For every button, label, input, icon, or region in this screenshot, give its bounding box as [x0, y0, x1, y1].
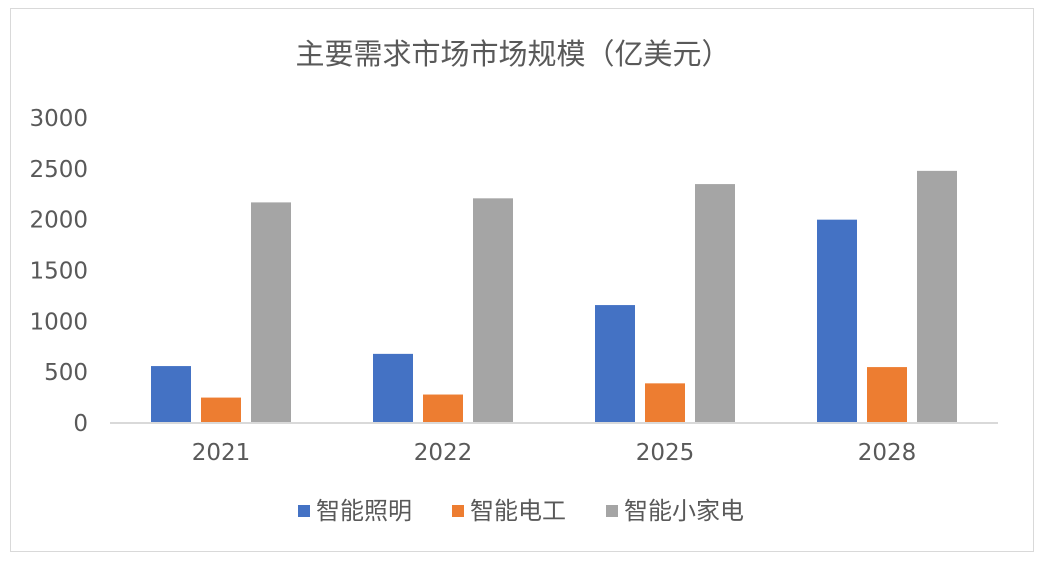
y-tick-label: 500: [44, 360, 88, 386]
legend: 智能照明 智能电工 智能小家电: [298, 497, 744, 525]
bar-2028-series-2: [917, 170, 957, 423]
y-tick-label: 1500: [29, 259, 88, 285]
bar-2022-series-0: [373, 353, 413, 423]
bar-2025-series-2: [695, 184, 735, 423]
legend-swatch: [298, 505, 310, 517]
bar-2021-series-0: [151, 366, 191, 423]
y-tick-label: 1000: [29, 309, 88, 335]
chart-frame: [10, 8, 1034, 552]
y-tick-label: 2500: [29, 157, 88, 183]
bar-2025-series-1: [645, 383, 685, 423]
bar-2028-series-0: [817, 219, 857, 423]
x-tick-label: 2022: [414, 440, 473, 466]
x-tick-label: 2021: [192, 440, 251, 466]
legend-label: 智能小家电: [624, 497, 744, 525]
bar-2022-series-1: [423, 394, 463, 423]
y-axis-ticks: 0 500 1000 1500 2000 2500 3000: [29, 106, 88, 437]
bar-2021-series-1: [201, 397, 241, 423]
bar-2025-series-0: [595, 305, 635, 423]
x-axis-ticks: 2021 2022 2025 2028: [192, 440, 917, 466]
bar-2028-series-1: [867, 367, 907, 423]
legend-swatch: [606, 505, 618, 517]
x-tick-label: 2028: [858, 440, 917, 466]
legend-label: 智能电工: [470, 497, 566, 525]
bar-2021-series-2: [251, 202, 291, 423]
legend-label: 智能照明: [316, 497, 412, 525]
bars: [151, 170, 957, 423]
chart-title: 主要需求市场市场规模（亿美元）: [295, 37, 730, 71]
y-tick-label: 2000: [29, 208, 88, 234]
x-tick-label: 2025: [636, 440, 695, 466]
y-tick-label: 0: [73, 411, 88, 437]
bar-2022-series-2: [473, 198, 513, 423]
legend-swatch: [452, 505, 464, 517]
y-tick-label: 3000: [29, 106, 88, 132]
